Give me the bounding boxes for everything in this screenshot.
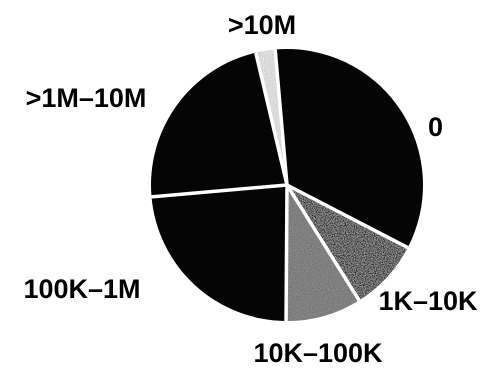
pie-slice-1k-10k [287, 185, 408, 301]
slice-label-10m: >10M [228, 10, 296, 40]
pie-labels: 0 1K–10K 10K–100K 100K–1M >1M–10M >10M [23, 10, 478, 368]
pie-slice-10k-100k [286, 185, 360, 322]
slice-separator [285, 184, 361, 302]
pie-separators [151, 49, 409, 322]
slice-label-10k-100k: 10K–100K [253, 338, 383, 368]
pie-slice-1m-10m [151, 52, 287, 197]
slice-label-0: 0 [428, 112, 443, 142]
slice-label-1m-10m: >1M–10M [26, 83, 147, 113]
slice-separator [151, 183, 288, 199]
slice-separator [286, 183, 409, 250]
slice-label-100k-1m: 100K–1M [23, 274, 140, 304]
pie-slice-100k-1m [151, 185, 287, 321]
slice-separator [254, 52, 289, 186]
slice-label-1k-10k: 1K–10K [378, 286, 478, 316]
slice-separator [273, 49, 289, 186]
slice-separator [284, 184, 289, 322]
